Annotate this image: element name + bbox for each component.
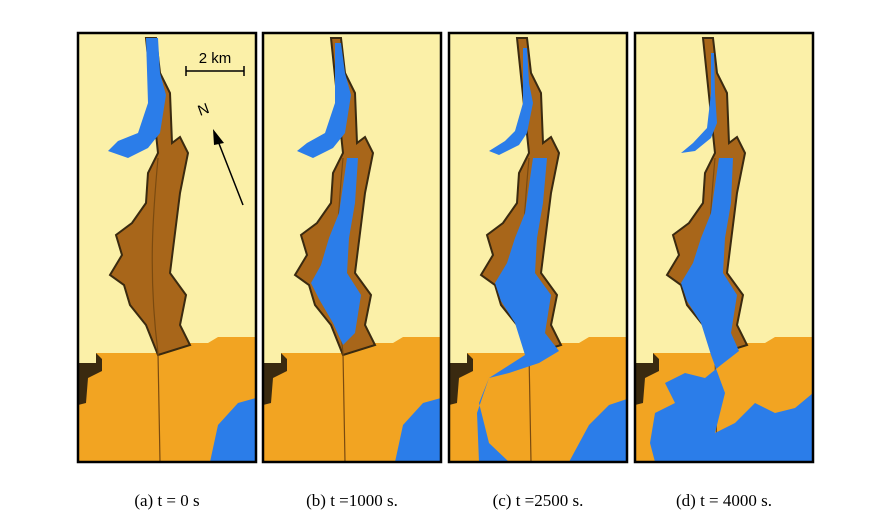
panel-d	[633, 31, 815, 464]
panel-c	[447, 31, 629, 464]
caption: (b) t =1000 s.	[306, 491, 398, 510]
caption: (d) t = 4000 s.	[676, 491, 772, 510]
panel-a: 2 km N	[76, 31, 258, 464]
panel-b	[261, 31, 443, 464]
scale-bar-label: 2 km	[199, 50, 232, 67]
caption: (a) t = 0 s	[134, 491, 199, 510]
caption: (c) t =2500 s.	[493, 491, 584, 510]
